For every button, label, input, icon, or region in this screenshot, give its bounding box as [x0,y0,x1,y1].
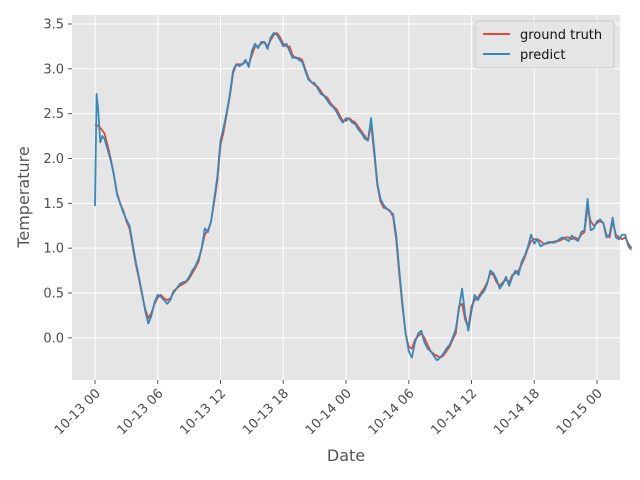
x-tick-label: 10-13 12 [177,386,229,438]
x-tick-label: 10-13 06 [115,386,167,438]
x-tick-label: 10-14 12 [428,386,480,438]
y-axis-label: Temperature [14,146,33,248]
x-axis-label: Date [327,446,365,465]
x-axis-ticks: 10-13 00 10-13 06 10-13 12 10-13 18 10-14 00… [52,380,606,438]
y-axis-ticks: 0.0 0.5 1.0 1.5 2.0 2.5 3.0 3.5 [43,17,72,346]
series-line-ground-truth [94,32,633,359]
x-tick-label: 10-14 06 [366,386,418,438]
legend-label-ground-truth: ground truth [520,28,602,43]
x-tick-label: 10-15 00 [554,386,606,438]
legend-label-predict: predict [520,48,565,63]
x-tick-label: 10-13 18 [240,386,292,438]
grid-lines [72,15,620,380]
legend: ground truth predict [474,20,615,69]
y-tick-label: 3.0 [43,62,64,77]
y-tick-label: 2.0 [43,152,64,167]
series-lines [94,32,633,362]
legend-box [474,20,615,69]
y-tick-label: 0.0 [43,331,64,346]
y-tick-label: 1.5 [43,197,64,212]
series-line-predict [94,32,633,362]
y-tick-label: 3.5 [43,17,64,32]
x-tick-label: 10-14 00 [303,386,355,438]
y-tick-label: 1.0 [43,242,64,257]
x-tick-label: 10-13 00 [52,386,104,438]
y-tick-label: 0.5 [43,287,64,302]
y-tick-label: 2.5 [43,107,64,122]
x-tick-label: 10-14 18 [491,386,543,438]
